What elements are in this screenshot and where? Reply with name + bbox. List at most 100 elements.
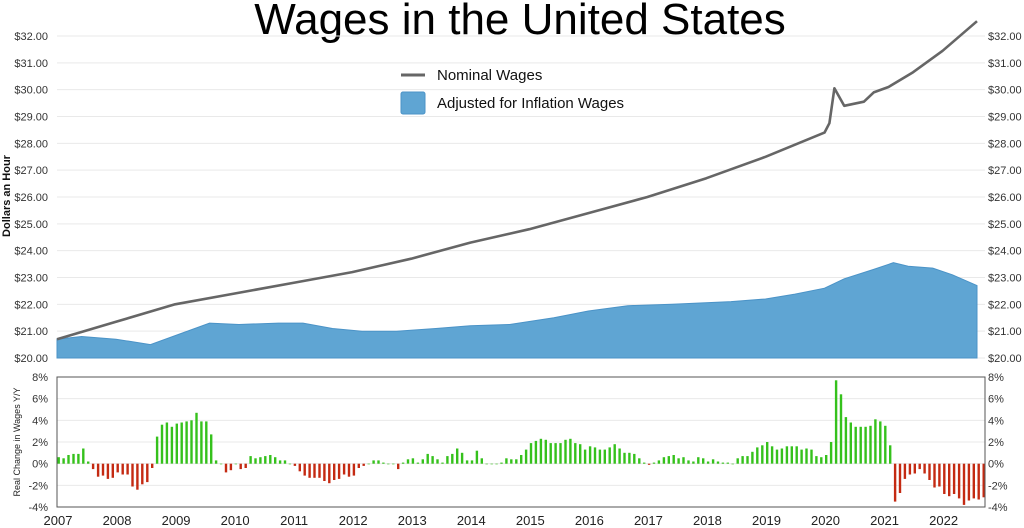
bar-2010-4	[249, 456, 252, 464]
bar-2012-7	[382, 462, 385, 464]
bar-2020-11	[874, 419, 877, 464]
bar-2014-3	[480, 458, 483, 464]
bar-2022-4	[957, 463, 961, 499]
bar-2019-11	[815, 456, 818, 464]
y-tick-left: $24.00	[14, 246, 48, 258]
y-tick-right: 0%	[988, 459, 1004, 471]
bar-2016-6	[613, 444, 616, 464]
bar-2017-10	[692, 461, 695, 464]
y-tick-left: 8%	[32, 372, 48, 384]
x-tick-2019: 2019	[752, 513, 781, 528]
y-tick-left: $29.00	[14, 112, 48, 124]
bar-2013-2	[416, 462, 420, 464]
bar-2009-4	[190, 420, 193, 464]
bar-2019-5	[785, 446, 789, 464]
bar-2016-7	[618, 448, 621, 464]
bar-2017-12	[702, 458, 705, 464]
bar-2012-6	[377, 460, 380, 464]
legend-adjusted-label: Adjusted for Inflation Wages	[437, 95, 624, 112]
bar-2021-8	[918, 463, 921, 470]
bar-2009-11	[224, 463, 228, 473]
y-tick-right: -2%	[988, 480, 1008, 492]
bar-2017-9	[687, 460, 690, 464]
bar-2020-7	[854, 426, 857, 464]
bar-2011-9	[333, 463, 336, 480]
bar-2018-8	[741, 456, 744, 464]
bar-2017-5	[667, 456, 670, 464]
x-tick-2021: 2021	[870, 513, 899, 528]
y-tick-left: $27.00	[14, 165, 48, 177]
bar-2013-12	[465, 460, 469, 464]
y-tick-right: $25.00	[988, 219, 1022, 231]
y-tick-right: $30.00	[988, 85, 1022, 97]
bar-2015-10	[574, 443, 577, 464]
bar-2015-12	[583, 449, 587, 464]
bar-2020-10	[869, 425, 872, 464]
bar-2022-7	[972, 463, 975, 499]
bar-2018-2	[711, 459, 715, 464]
y-tick-right: 4%	[988, 415, 1004, 427]
bar-2021-9	[923, 463, 926, 474]
bar-2008-12	[170, 426, 174, 464]
bar-2016-2	[593, 447, 597, 464]
bar-2011-5	[313, 463, 316, 478]
bar-2015-9	[569, 438, 572, 464]
bar-2016-8	[623, 452, 626, 464]
bar-2019-7	[795, 446, 798, 464]
bar-2012-2	[357, 463, 360, 468]
bar-2021-11	[933, 463, 936, 488]
bar-2018-4	[721, 462, 725, 464]
bar-2007-5	[77, 453, 80, 464]
bar-2009-10	[219, 463, 223, 465]
y-tick-right: $20.00	[988, 353, 1022, 365]
bar-2008-7	[146, 463, 149, 483]
bar-2014-5	[490, 463, 493, 465]
bar-2013-5	[431, 456, 434, 464]
y-tick-right: $29.00	[988, 112, 1022, 124]
y-tick-right: $31.00	[988, 58, 1022, 70]
bar-2020-5	[844, 417, 848, 464]
bar-2016-3	[598, 449, 602, 464]
bar-2009-6	[200, 421, 203, 464]
bar-2022-3	[952, 463, 956, 494]
x-tick-2015: 2015	[516, 513, 545, 528]
bar-2013-8	[446, 456, 449, 464]
bar-2021-6	[908, 463, 912, 475]
x-tick-2012: 2012	[339, 513, 368, 528]
y-tick-left: $31.00	[14, 58, 48, 70]
bar-2010-10	[278, 460, 282, 464]
bar-2013-6	[436, 459, 439, 464]
bar-2015-8	[564, 439, 567, 464]
bar-2008-11	[165, 422, 169, 464]
bar-2013-3	[421, 459, 424, 464]
bar-2011-2	[298, 463, 301, 472]
bar-2017-11	[697, 457, 700, 464]
y-tick-right: -4%	[988, 502, 1008, 514]
bar-2010-7	[264, 456, 267, 464]
bar-2015-7	[559, 443, 562, 464]
nominal-wages-line	[56, 20, 978, 341]
bar-2017-6	[672, 455, 675, 464]
bar-2022-5	[962, 463, 966, 505]
bar-2018-7	[736, 458, 739, 464]
bar-2019-3	[775, 449, 779, 464]
bar-2018-1	[706, 461, 710, 464]
bar-2018-10	[751, 451, 754, 464]
y-tick-left: 4%	[32, 415, 48, 427]
bar-2007-2	[62, 458, 65, 464]
bar-2010-12	[288, 463, 292, 465]
bar-2019-8	[800, 449, 803, 464]
legend: Nominal Wages Adjusted for Inflation Wag…	[400, 67, 624, 115]
bar-2016-12	[643, 462, 646, 464]
y-tick-right: 2%	[988, 437, 1004, 449]
y-tick-left: 2%	[32, 437, 48, 449]
bar-2012-4	[367, 463, 370, 465]
bar-2011-11	[342, 463, 346, 475]
bar-2020-6	[849, 422, 852, 464]
x-tick-2020: 2020	[811, 513, 840, 528]
bar-2009-8	[210, 434, 213, 464]
x-tick-2007: 2007	[44, 513, 73, 528]
x-tick-2018: 2018	[693, 513, 722, 528]
bar-2019-9	[805, 448, 808, 464]
y-tick-right: $32.00	[988, 31, 1022, 43]
